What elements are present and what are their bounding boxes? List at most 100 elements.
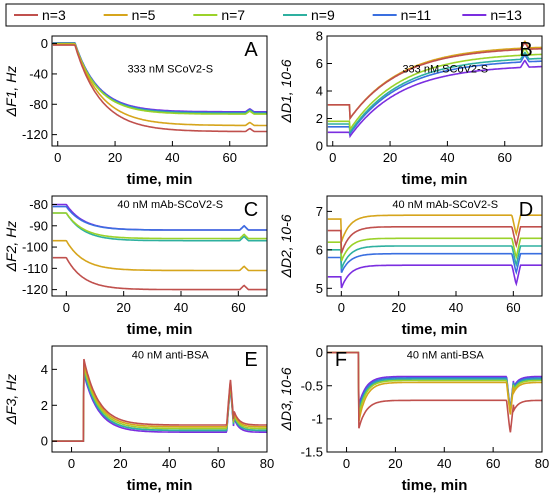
y-tick-label: 0 xyxy=(316,345,323,360)
panel-letter: C xyxy=(244,199,258,221)
plot-frame xyxy=(326,35,543,147)
plot-frame xyxy=(326,345,543,453)
x-tick-label: 20 xyxy=(116,300,130,315)
x-tick-label: 60 xyxy=(497,150,511,165)
y-axis-label: ΔD3, 10-6 xyxy=(278,367,294,431)
panel-letter: E xyxy=(244,349,257,371)
x-tick-label: 60 xyxy=(231,300,245,315)
legend-label: n=3 xyxy=(42,7,66,23)
panel-letter: D xyxy=(519,199,533,221)
chart-panel-e: 0 20 40 60 80 0 2 4 time, min ΔF3, Hz 40 nM anti-B… xyxy=(3,345,274,494)
legend: n=3 n=5 n=7 n=9 n=11 n=13 xyxy=(5,3,545,27)
series-line-n-9 xyxy=(52,212,267,242)
y-tick-label: -120 xyxy=(22,282,48,297)
series-line-n-5 xyxy=(52,239,267,272)
series-line-n-3 xyxy=(52,256,267,291)
y-tick-label: -40 xyxy=(29,66,48,81)
chart-panel-b: 0 20 40 60 0 2 4 6 8 time, min ΔD1, 10-6 333 nM SCo… xyxy=(278,30,543,188)
series-line-n-3 xyxy=(327,226,542,254)
panel-letter: F xyxy=(335,349,347,371)
panel-annotation: 40 nM mAb-SCoV2-S xyxy=(117,199,223,211)
y-tick-label: -1 xyxy=(311,411,323,426)
series-line-n-9 xyxy=(327,245,542,269)
series-line-n-3 xyxy=(327,351,542,433)
plot-frame xyxy=(51,345,268,453)
x-axis-label: time, min xyxy=(402,321,468,338)
series-line-n-9 xyxy=(52,369,267,442)
legend-label: n=11 xyxy=(401,7,432,23)
series-line-n-11 xyxy=(52,205,267,231)
x-tick-label: 20 xyxy=(388,456,402,471)
x-axis-label: time, min xyxy=(127,321,193,338)
x-tick-label: 20 xyxy=(383,150,397,165)
x-tick-label: 80 xyxy=(260,456,274,471)
series-line-n-7 xyxy=(52,212,267,240)
series-line-n-7 xyxy=(327,47,542,132)
series-line-n-13 xyxy=(52,373,267,442)
x-tick-label: 20 xyxy=(108,150,122,165)
x-tick-label: 40 xyxy=(449,300,463,315)
x-tick-label: 0 xyxy=(63,300,70,315)
x-tick-label: 60 xyxy=(211,456,225,471)
x-tick-label: 60 xyxy=(222,150,236,165)
y-tick-label: 2 xyxy=(316,111,323,126)
x-tick-label: 40 xyxy=(174,300,188,315)
y-tick-label: 0 xyxy=(41,434,48,449)
legend-label: n=7 xyxy=(221,7,245,23)
plot-frame xyxy=(51,35,268,147)
chart-panel-a: 0 20 40 60 0 -40 -80 -120 time, min ΔF1, Hz 333 nM… xyxy=(3,35,268,188)
series-line-n-5 xyxy=(327,214,542,242)
y-tick-label: 7 xyxy=(316,204,323,219)
x-tick-label: 0 xyxy=(343,456,350,471)
chart-panel-d: 0 20 40 60 5 6 7 time, min ΔD2, 10-6 40 nM mAb-SC… xyxy=(278,195,543,338)
series-line-n-9 xyxy=(327,51,542,135)
legend-label: n=9 xyxy=(311,7,335,23)
x-axis-label: time, min xyxy=(402,171,468,188)
legend-box xyxy=(5,3,545,27)
x-tick-label: 0 xyxy=(54,150,61,165)
panel-annotation: 333 nM SCoV2-S xyxy=(127,63,213,75)
y-tick-label: 6 xyxy=(316,242,323,257)
x-tick-label: 20 xyxy=(113,456,127,471)
y-tick-label: 5 xyxy=(316,281,323,296)
x-tick-label: 20 xyxy=(391,300,405,315)
y-tick-label: 0 xyxy=(316,139,323,154)
y-tick-label: -0.5 xyxy=(301,378,323,393)
plot-frame xyxy=(51,195,268,297)
series-line-n-13 xyxy=(327,264,542,289)
x-tick-label: 60 xyxy=(506,300,520,315)
series-line-n-9 xyxy=(52,42,267,115)
panel-annotation: 40 nM mAb-SCoV2-S xyxy=(392,199,498,211)
series-line-n-11 xyxy=(327,351,542,410)
series-line-n-13 xyxy=(52,42,267,113)
series-line-n-11 xyxy=(327,252,542,276)
x-tick-label: 40 xyxy=(162,456,176,471)
x-tick-label: 60 xyxy=(486,456,500,471)
series-line-n-3 xyxy=(327,41,542,121)
y-tick-label: -100 xyxy=(22,240,48,255)
x-axis-label: time, min xyxy=(127,171,193,188)
y-tick-label: 0 xyxy=(41,36,48,51)
series-line-n-11 xyxy=(327,53,542,136)
series-line-n-13 xyxy=(327,59,542,139)
y-tick-label: -120 xyxy=(22,127,48,142)
y-tick-label: 4 xyxy=(41,362,48,377)
series-line-n-5 xyxy=(327,351,542,422)
x-tick-label: 80 xyxy=(535,456,549,471)
plot-frame xyxy=(326,195,543,297)
x-tick-label: 40 xyxy=(437,456,451,471)
series-line-n-7 xyxy=(327,237,542,262)
series-line-n-3 xyxy=(52,44,267,133)
legend-label: n=13 xyxy=(490,7,522,23)
y-axis-label: ΔD1, 10-6 xyxy=(278,59,294,123)
x-axis-label: time, min xyxy=(402,477,468,494)
panel-letter: B xyxy=(519,39,532,61)
series-line-n-13 xyxy=(327,351,542,409)
panel-annotation: 333 nM SCoV2-S xyxy=(402,63,488,75)
y-tick-label: -110 xyxy=(23,261,48,276)
chart-panel-f: 0 20 40 60 80 0 -0.5 -1 -1.5 time, min ΔD3, 10-6 40… xyxy=(278,345,549,494)
series-line-n-3 xyxy=(52,358,267,442)
x-tick-label: 40 xyxy=(165,150,179,165)
y-tick-label: -90 xyxy=(29,218,48,233)
panel-annotation: 40 nM anti-BSA xyxy=(132,350,210,362)
